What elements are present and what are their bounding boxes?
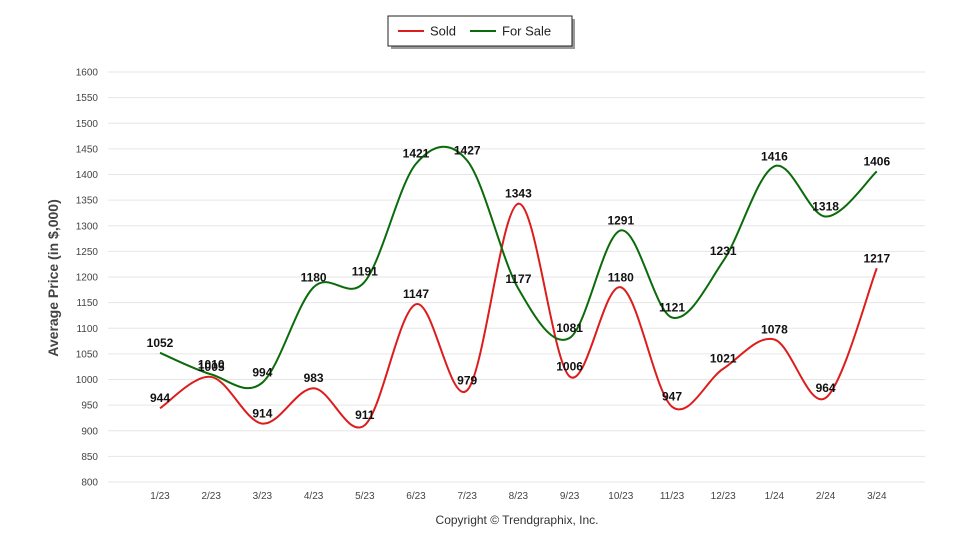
data-label-for-sale: 1406 [863,154,890,168]
y-axis-label: Average Price (in $,000) [45,199,61,356]
data-label-sold: 979 [457,373,477,387]
data-label-sold: 1078 [761,323,788,337]
data-label-sold: 1005 [198,360,225,374]
x-tick-label: 12/23 [711,491,736,502]
legend: Sold For Sale [387,15,575,49]
y-tick-label: 800 [81,478,98,489]
data-label-sold: 911 [355,408,375,422]
data-label-sold: 944 [150,391,170,405]
legend-label-for-sale: For Sale [502,24,551,39]
y-tick-label: 950 [81,401,98,412]
y-tick-label: 1250 [76,247,99,258]
data-label-for-sale: 1052 [147,336,174,350]
x-tick-label: 2/23 [201,491,221,502]
x-tick-label: 3/23 [253,491,273,502]
data-label-for-sale: 1318 [812,200,839,214]
series-line-sold [159,202,878,429]
y-tick-label: 1100 [76,324,98,335]
x-tick-label: 5/23 [355,491,375,502]
x-tick-label: 1/23 [150,491,170,502]
data-label-for-sale: 1180 [301,270,327,284]
data-label-for-sale: 1010 [198,357,225,371]
y-tick-label: 1600 [76,68,99,79]
y-tick-label: 1000 [76,375,99,386]
y-tick-label: 1200 [76,273,99,284]
data-label-for-sale: 1427 [454,144,481,158]
data-label-sold: 1217 [863,251,890,265]
data-label-for-sale: 1121 [659,300,685,314]
data-labels: 944 1005 914 983 911 1147 979 1343 1006 1180 947 10… [147,144,891,422]
data-label-for-sale: 1177 [505,272,531,286]
series-layer [159,145,878,429]
data-label-sold: 964 [816,381,836,395]
data-label-sold: 914 [252,407,272,421]
data-label-sold: 983 [304,371,324,385]
data-label-for-sale: 1416 [761,149,788,163]
x-axis-ticks: 1/23 2/23 3/23 4/23 5/23 6/23 7/23 8/23 9/23 10/2… [150,491,887,502]
x-tick-label: 2/24 [816,491,836,502]
y-tick-label: 1300 [76,221,99,232]
series-line-for-sale [159,145,878,390]
data-label-sold: 1343 [505,187,532,201]
copyright-footer: Copyright © Trendgraphix, Inc. [436,513,599,527]
data-label-for-sale: 1191 [352,265,378,279]
x-tick-label: 6/23 [406,491,426,502]
x-tick-label: 3/24 [867,491,887,502]
x-tick-label: 4/23 [304,491,324,502]
y-tick-label: 1550 [76,93,99,104]
x-tick-label: 8/23 [509,491,529,502]
legend-label-sold: Sold [430,24,456,39]
data-label-sold: 1006 [556,359,583,373]
y-tick-label: 1050 [76,349,99,360]
grid-lines [108,71,925,483]
data-label-for-sale: 1231 [710,244,737,258]
data-label-sold: 947 [662,390,682,404]
x-tick-label: 1/24 [765,491,785,502]
y-tick-label: 1450 [76,144,99,155]
y-tick-label: 900 [81,426,98,437]
data-label-sold: 1021 [710,352,737,366]
data-label-for-sale: 1421 [403,147,430,161]
data-label-for-sale: 1081 [556,321,583,335]
data-label-sold: 1147 [403,287,429,301]
y-tick-label: 1150 [76,298,98,309]
data-label-for-sale: 994 [252,366,272,380]
y-axis-ticks: 800 850 900 950 1000 1050 1100 1150 1200 1250 1300… [76,68,99,489]
y-tick-label: 850 [81,452,98,463]
x-tick-label: 7/23 [457,491,477,502]
y-tick-label: 1500 [76,119,99,130]
data-label-sold: 1180 [608,270,634,284]
data-label-for-sale: 1291 [607,213,634,227]
x-tick-label: 9/23 [560,491,580,502]
x-tick-label: 11/23 [660,491,685,502]
y-tick-label: 1400 [76,170,99,181]
y-tick-label: 1350 [76,196,99,207]
x-tick-label: 10/23 [608,491,633,502]
